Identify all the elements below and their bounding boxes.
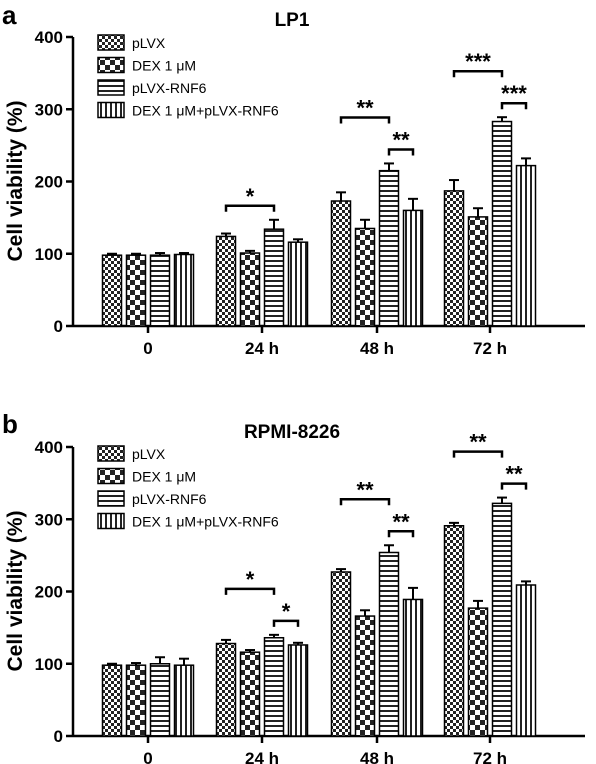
y-tick-label: 200 <box>35 583 63 602</box>
y-tick-label: 400 <box>35 28 63 47</box>
bar <box>330 571 352 737</box>
y-axis-label: Cell viability (%) <box>4 510 27 671</box>
significance-bracket <box>339 116 391 124</box>
bar <box>239 651 261 737</box>
significance-label: * <box>246 567 255 592</box>
y-tick-label: 100 <box>35 245 63 264</box>
panel-label: a <box>2 0 17 30</box>
legend-label: DEX 1 μM+pLVX-RNF6 <box>132 103 279 119</box>
significance-label: ** <box>356 477 374 502</box>
legend-label: pLVX <box>132 446 166 462</box>
y-axis-label: Cell viability (%) <box>4 100 27 261</box>
significance-bracket <box>224 587 276 595</box>
legend-swatch <box>97 56 125 74</box>
significance-bracket <box>452 69 504 78</box>
bar <box>239 252 261 327</box>
y-tick-label: 0 <box>54 727 63 746</box>
bar <box>354 615 376 737</box>
significance-label: ** <box>356 95 374 120</box>
significance-label: ** <box>392 509 410 534</box>
significance-label: *** <box>465 49 491 74</box>
x-tick-label: 24 h <box>245 749 279 764</box>
y-tick-label: 200 <box>35 173 63 192</box>
x-tick-label: 0 <box>143 339 152 358</box>
bar <box>263 228 285 327</box>
legend-label: pLVX-RNF6 <box>132 491 207 507</box>
panel-label: b <box>2 409 18 439</box>
bar <box>515 164 537 327</box>
legend-label: DEX 1 μM+pLVX-RNF6 <box>132 514 279 530</box>
bar <box>215 235 237 327</box>
significance-label: * <box>246 184 255 209</box>
legend-swatch <box>97 490 125 507</box>
significance-bracket <box>452 450 504 458</box>
bar <box>101 254 123 327</box>
bar <box>125 254 147 327</box>
bar <box>287 241 309 327</box>
legend-swatch <box>97 79 125 96</box>
significance-bracket <box>500 101 528 110</box>
bar <box>354 227 376 327</box>
significance-bracket <box>339 498 391 506</box>
bar <box>378 169 400 327</box>
legend-label: pLVX-RNF6 <box>132 80 207 96</box>
bar <box>491 120 513 327</box>
bar <box>467 216 489 327</box>
legend-label: DEX 1 μM <box>132 58 196 74</box>
legend-label: pLVX <box>132 35 166 51</box>
x-tick-label: 48 h <box>360 339 394 358</box>
legend-swatch <box>97 512 125 530</box>
legend-swatch <box>97 445 125 462</box>
significance-label: ** <box>469 430 487 455</box>
legend-swatch <box>97 34 125 51</box>
bar <box>378 551 400 737</box>
x-tick-label: 0 <box>143 749 152 764</box>
bar <box>173 253 195 327</box>
bar <box>263 636 285 737</box>
x-tick-label: 24 h <box>245 339 279 358</box>
y-tick-label: 300 <box>35 510 63 529</box>
bar <box>491 502 513 737</box>
bar <box>125 664 147 737</box>
bar <box>443 190 465 327</box>
legend-swatch <box>97 467 125 485</box>
significance-label: ** <box>505 462 523 487</box>
bar <box>443 525 465 737</box>
significance-label: *** <box>501 81 527 106</box>
bar <box>402 598 424 737</box>
significance-bracket <box>387 530 415 538</box>
panel-b: b RPMI-8226 0 100 200 300 400 Cell viability (%… <box>2 409 585 764</box>
legend-label: DEX 1 μM <box>132 469 196 485</box>
significance-bracket <box>500 482 528 490</box>
chart-title: RPMI-8226 <box>244 422 340 443</box>
bar <box>173 664 195 737</box>
x-tick-label: 72 h <box>473 339 507 358</box>
bar <box>149 663 171 737</box>
y-tick-label: 100 <box>35 655 63 674</box>
significance-bracket <box>224 204 276 212</box>
x-tick-label: 48 h <box>360 749 394 764</box>
significance-bracket <box>387 148 415 156</box>
panel-a: a LP1 0 100 200 300 400 Cell viability (%) 0 24 h… <box>2 0 585 358</box>
significance-bracket <box>272 619 300 627</box>
legend-swatch <box>97 101 125 119</box>
bar <box>149 254 171 327</box>
bar <box>101 664 123 737</box>
significance-label: * <box>282 599 291 624</box>
bar <box>402 209 424 327</box>
x-tick-label: 72 h <box>473 749 507 764</box>
significance-label: ** <box>392 127 410 152</box>
y-tick-label: 0 <box>54 317 63 336</box>
bar <box>287 644 309 737</box>
bar <box>330 200 352 327</box>
bar <box>215 642 237 737</box>
bar <box>467 607 489 737</box>
y-tick-label: 300 <box>35 100 63 119</box>
chart-title: LP1 <box>275 10 310 31</box>
bar <box>515 584 537 737</box>
y-tick-label: 400 <box>35 438 63 457</box>
